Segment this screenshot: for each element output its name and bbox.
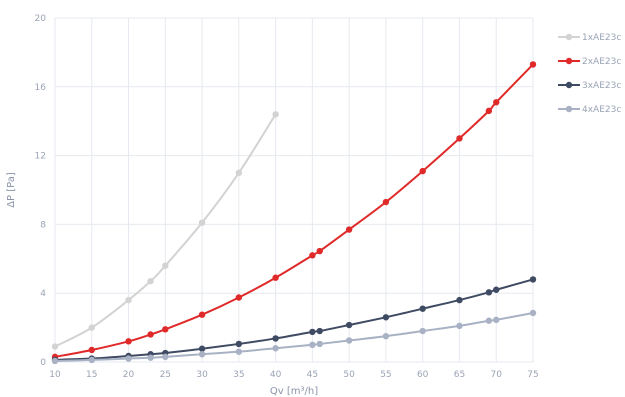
data-point: [198, 311, 206, 318]
data-point: [88, 324, 95, 331]
data-point: [125, 296, 132, 304]
legend-marker: [565, 57, 573, 65]
x-tick-label: 45: [307, 370, 318, 380]
legend-item-3xae23c: 3xAE23c: [558, 81, 621, 91]
data-point: [198, 219, 206, 226]
data-point: [485, 317, 493, 324]
data-point: [529, 276, 537, 283]
data-point: [456, 135, 463, 142]
data-point: [235, 348, 243, 355]
x-axis-label: Qv [m³/h]: [270, 386, 318, 397]
data-point: [529, 309, 537, 317]
tick-labels: 10 15 20 25 30 35 40 45 50 55 60 65 70 75 0 4 8 12 16 20: [35, 14, 539, 380]
data-point: [147, 277, 154, 285]
data-point: [419, 167, 426, 175]
data-point: [485, 289, 493, 296]
data-point: [162, 353, 169, 361]
data-point: [272, 345, 279, 352]
data-point: [493, 316, 500, 324]
legend: 1xAE23c 2xAE23c 3xAE23c 4xAE23c: [558, 33, 621, 115]
data-point: [419, 327, 426, 335]
data-point: [345, 321, 353, 329]
data-point: [272, 335, 279, 342]
series-line: [54, 63, 534, 358]
data-point: [419, 305, 426, 312]
data-point: [125, 338, 132, 345]
series: [51, 61, 537, 365]
data-point: [345, 226, 353, 233]
grid: [54, 17, 534, 363]
x-tick-label: 75: [527, 370, 538, 380]
legend-label: 4xAE23c: [582, 105, 621, 115]
series-1xae23c: [51, 111, 279, 350]
data-point: [198, 345, 206, 352]
x-tick-label: 30: [196, 370, 208, 380]
data-point: [51, 357, 59, 365]
data-point: [88, 356, 95, 364]
data-point: [235, 340, 243, 348]
data-point: [88, 346, 95, 354]
data-point: [456, 296, 463, 304]
x-tick-label: 70: [491, 370, 503, 380]
data-point: [125, 355, 132, 362]
data-point: [51, 343, 59, 350]
y-tick-label: 4: [40, 289, 46, 299]
data-point: [529, 61, 537, 68]
data-point: [198, 351, 206, 358]
series-3xae23c: [51, 276, 537, 363]
series-2xae23c: [51, 61, 537, 361]
y-tick-label: 20: [35, 14, 47, 24]
data-point: [309, 252, 316, 259]
data-point: [147, 354, 154, 361]
legend-item-1xae23c: 1xAE23c: [558, 33, 621, 43]
data-point: [272, 111, 279, 118]
data-point: [235, 294, 243, 301]
data-point: [316, 340, 323, 348]
data-point: [382, 314, 390, 321]
data-point: [162, 262, 169, 269]
data-point: [485, 107, 493, 115]
data-point: [493, 99, 500, 106]
legend-marker: [565, 105, 573, 113]
y-tick-label: 12: [35, 152, 46, 162]
legend-label: 3xAE23c: [582, 81, 621, 91]
data-point: [147, 331, 154, 338]
data-point: [456, 322, 463, 330]
y-axis-label: ΔP [Pa]: [6, 172, 17, 208]
data-point: [309, 328, 316, 336]
data-point: [316, 247, 323, 255]
data-point: [272, 274, 279, 281]
data-point: [382, 333, 390, 340]
x-tick-label: 20: [123, 370, 135, 380]
legend-label: 1xAE23c: [582, 33, 621, 43]
legend-item-2xae23c: 2xAE23c: [558, 57, 621, 67]
legend-item-4xae23c: 4xAE23c: [558, 105, 621, 115]
x-tick-label: 65: [454, 370, 465, 380]
data-point: [309, 341, 316, 348]
x-tick-label: 25: [160, 370, 171, 380]
data-point: [382, 198, 390, 206]
legend-label: 2xAE23c: [582, 57, 621, 67]
x-tick-label: 60: [417, 370, 429, 380]
data-point: [316, 327, 323, 335]
x-tick-label: 35: [233, 370, 244, 380]
x-tick-label: 40: [270, 370, 282, 380]
series-4xae23c: [51, 309, 537, 365]
data-point: [493, 286, 500, 293]
x-tick-label: 15: [86, 370, 97, 380]
x-tick-label: 50: [343, 370, 355, 380]
data-point: [345, 337, 353, 344]
x-tick-label: 55: [380, 370, 391, 380]
series-line: [54, 278, 534, 361]
y-tick-label: 8: [40, 220, 46, 230]
data-point: [162, 326, 169, 333]
y-tick-label: 16: [35, 83, 47, 93]
legend-marker: [565, 33, 573, 41]
legend-marker: [565, 81, 573, 89]
x-tick-label: 10: [49, 370, 61, 380]
y-tick-label: 0: [40, 358, 46, 368]
data-point: [235, 169, 243, 176]
